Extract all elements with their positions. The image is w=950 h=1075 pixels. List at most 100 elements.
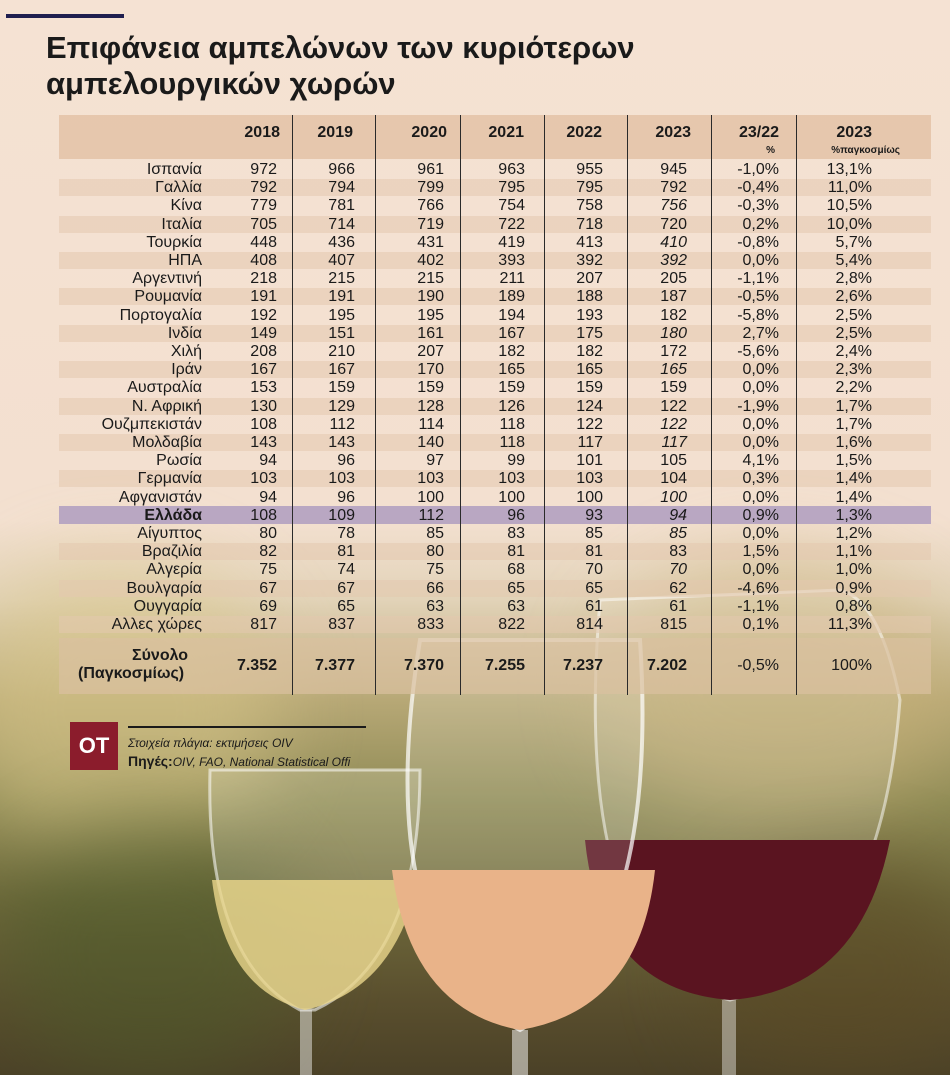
row-band — [59, 361, 931, 379]
value-cell: 81 — [337, 543, 355, 561]
value-cell: 122 — [576, 415, 603, 433]
share-cell: 10,0% — [826, 215, 872, 233]
value-cell: 218 — [250, 270, 277, 288]
country-name: Ινδία — [167, 324, 202, 342]
value-cell: 62 — [669, 579, 687, 597]
share-cell: 2,2% — [835, 379, 872, 397]
value-cell: 109 — [328, 506, 355, 524]
value-cell: 96 — [337, 488, 355, 506]
value-cell: 130 — [250, 397, 277, 415]
value-cell: 126 — [498, 397, 525, 415]
country-name: Αλλες χώρες — [111, 616, 202, 633]
country-name: Μολδαβία — [132, 434, 202, 451]
value-cell: 93 — [585, 506, 603, 524]
country-name: Ισπανία — [146, 161, 202, 178]
value-cell: 795 — [576, 179, 603, 197]
share-cell: 11,0% — [827, 179, 872, 197]
change-cell: -0,8% — [737, 233, 779, 251]
value-cell: 211 — [499, 270, 525, 288]
share-cell: 2,8% — [835, 270, 872, 288]
value-cell: 795 — [498, 179, 525, 197]
value-cell: 70 — [585, 561, 603, 579]
highlight-row-band — [59, 506, 931, 525]
value-cell: 175 — [576, 324, 603, 342]
value-cell: 205 — [660, 270, 687, 288]
change-cell: -1,0% — [737, 161, 779, 178]
value-cell: 112 — [418, 506, 444, 524]
value-cell: 815 — [660, 616, 687, 633]
value-cell: 70 — [669, 561, 687, 579]
change-cell: 0,0% — [742, 379, 779, 397]
value-cell: 195 — [417, 306, 444, 324]
column-divider — [292, 115, 293, 695]
country-name: Γαλλία — [155, 179, 202, 197]
value-cell: 159 — [576, 379, 603, 397]
value-cell: 972 — [250, 161, 277, 178]
value-cell: 153 — [250, 379, 277, 397]
value-cell: 69 — [259, 597, 277, 615]
value-cell: 117 — [661, 434, 687, 451]
change-cell: -1,1% — [737, 597, 779, 615]
country-name: Αίγυπτος — [137, 525, 202, 542]
country-name: Ν. Αφρική — [131, 397, 202, 415]
value-cell: 65 — [585, 579, 603, 597]
value-cell: 187 — [660, 288, 687, 306]
share-cell: 1,7% — [835, 397, 872, 415]
value-cell: 182 — [498, 343, 525, 360]
value-cell: 718 — [576, 215, 603, 233]
share-cell: 0,8% — [835, 597, 872, 615]
share-cell: 1,4% — [835, 488, 872, 506]
value-cell: 112 — [329, 415, 355, 433]
value-cell: 837 — [328, 616, 355, 633]
column-header: 2023 — [655, 124, 691, 141]
change-cell: -4,6% — [737, 579, 779, 597]
column-subheader: %παγκοσμίως — [831, 145, 900, 156]
value-cell: 63 — [507, 597, 525, 615]
share-cell: 2,4% — [835, 343, 872, 360]
value-cell: 104 — [660, 470, 687, 488]
total-change-cell: -0,5% — [737, 657, 779, 675]
source-label: Πηγές: — [128, 753, 173, 769]
value-cell: 188 — [576, 288, 603, 306]
source-value: OIV, FAO, National Statistical Offi — [172, 755, 351, 769]
value-cell: 207 — [417, 343, 444, 360]
row-band — [59, 252, 931, 269]
column-header: 2019 — [317, 124, 353, 141]
value-cell: 103 — [498, 470, 525, 488]
total-value-cell: 7.377 — [314, 657, 355, 675]
change-cell: -1,1% — [737, 270, 779, 288]
change-cell: 0,0% — [742, 361, 779, 379]
value-cell: 75 — [426, 561, 444, 579]
share-cell: 13,1% — [826, 161, 872, 178]
value-cell: 215 — [328, 270, 355, 288]
title-line-1: Επιφάνεια αμπελώνων των κυριότερων — [46, 30, 635, 65]
value-cell: 81 — [507, 543, 525, 561]
row-band — [59, 397, 931, 415]
value-cell: 117 — [577, 434, 603, 451]
value-cell: 436 — [328, 233, 355, 251]
column-subheader: % — [766, 145, 775, 156]
value-cell: 80 — [259, 525, 277, 542]
value-cell: 792 — [250, 179, 277, 197]
value-cell: 81 — [585, 543, 603, 561]
value-cell: 754 — [498, 197, 525, 215]
row-band — [59, 288, 931, 306]
country-name: Πορτογαλία — [119, 306, 202, 324]
value-cell: 207 — [576, 270, 603, 288]
row-band — [59, 324, 931, 342]
change-cell: -0,3% — [737, 197, 779, 215]
share-cell: 1,2% — [835, 525, 872, 542]
value-cell: 215 — [417, 270, 444, 288]
country-name: Τουρκία — [146, 233, 202, 251]
country-name: Βραζιλία — [141, 543, 202, 561]
value-cell: 963 — [498, 161, 525, 178]
share-cell: 1,7% — [835, 415, 872, 433]
value-cell: 97 — [426, 452, 444, 470]
change-cell: 0,9% — [742, 506, 779, 524]
share-cell: 1,3% — [835, 506, 872, 524]
value-cell: 82 — [259, 543, 277, 561]
value-cell: 194 — [498, 306, 525, 324]
value-cell: 100 — [498, 488, 525, 506]
value-cell: 719 — [417, 215, 444, 233]
share-cell: 1,6% — [835, 434, 872, 451]
